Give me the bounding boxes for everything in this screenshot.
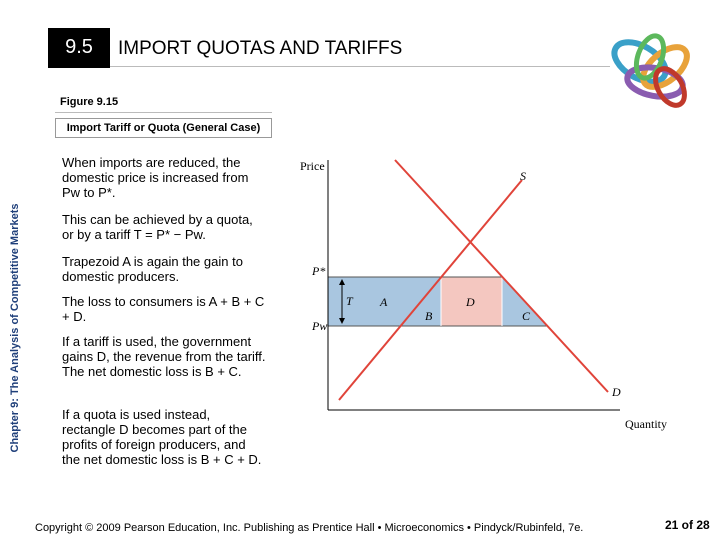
demand-label: D [611, 385, 621, 399]
paragraph: The loss to consumers is A + B + C + D. [62, 294, 265, 324]
title-rule [110, 66, 610, 67]
figure-caption: Import Tariff or Quota (General Case) [55, 118, 272, 138]
slide-title: IMPORT QUOTAS AND TARIFFS [118, 38, 403, 59]
area-a [328, 277, 441, 326]
area-label: A [379, 295, 388, 309]
p-star-label: P* [311, 264, 325, 278]
figure-label: Figure 9.15 [60, 96, 119, 108]
y-axis-label: Price [300, 159, 325, 173]
page-number: 21 of 28 [665, 518, 710, 532]
paragraph: Trapezoid A is again the gain to domesti… [62, 254, 243, 284]
x-axis-label: Quantity [625, 417, 667, 431]
supply-curve [338, 179, 523, 401]
footer-copyright: Copyright © 2009 Pearson Education, Inc.… [35, 522, 584, 534]
arrow-head [339, 318, 345, 324]
paragraph: If a tariff is used, the government gain… [62, 334, 266, 379]
arrow-head [339, 279, 345, 285]
area-label: B [425, 309, 433, 323]
tariff-label: T [346, 294, 354, 308]
supply-label: S [520, 169, 526, 183]
area-d [441, 277, 502, 326]
section-number: 9.5 [65, 36, 93, 58]
pw-label: Pw [311, 319, 327, 333]
paragraph: If a quota is used instead, rectangle D … [62, 407, 262, 467]
figure-rule [55, 112, 272, 113]
area-label: D [465, 295, 475, 309]
area-label: C [522, 309, 531, 323]
rings-logo [611, 33, 690, 108]
paragraph: This can be achieved by a quota, or by a… [62, 212, 253, 242]
paragraph: When imports are reduced, the domestic p… [62, 155, 249, 200]
demand-curve [394, 159, 609, 393]
section-box [48, 28, 110, 68]
